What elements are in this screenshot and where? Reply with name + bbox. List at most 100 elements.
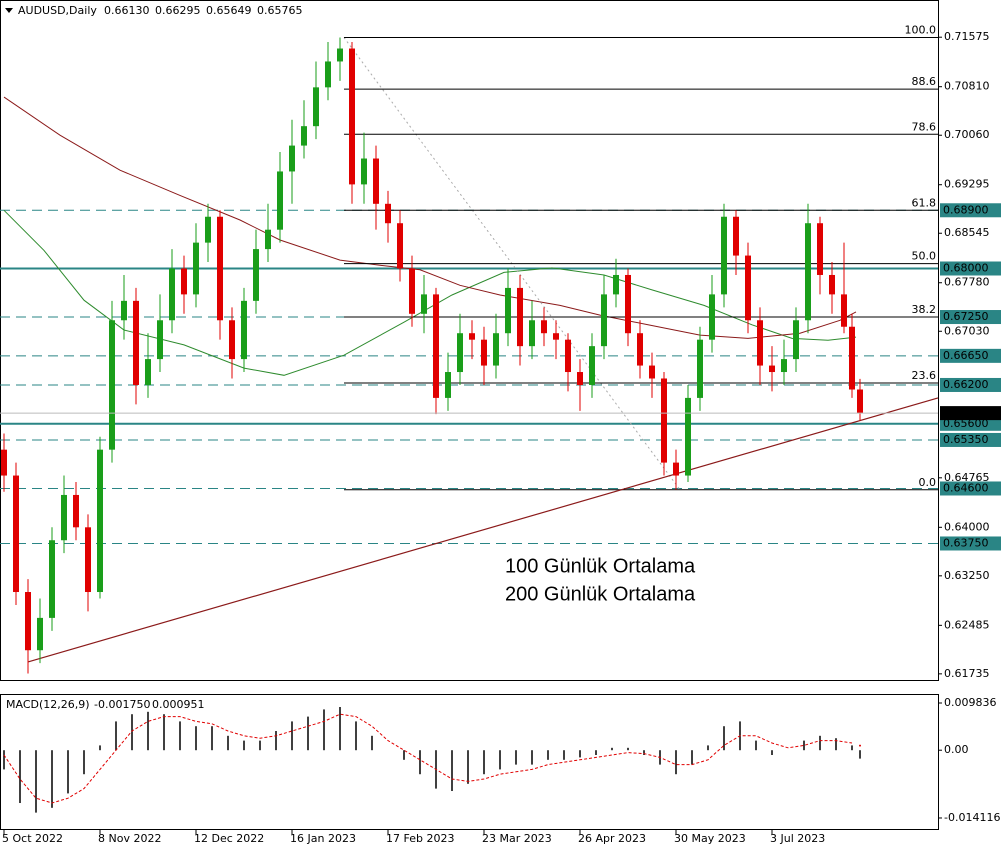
candle-body	[25, 592, 31, 651]
candle-body	[769, 365, 775, 373]
level-label: 0.65350	[943, 433, 989, 446]
candle-body	[397, 223, 403, 269]
ma-label: 100 Günlük Ortalama	[505, 555, 696, 577]
moving-average	[3, 96, 857, 339]
level-box	[940, 377, 1001, 392]
ma-label: 200 Günlük Ortalama	[505, 583, 696, 605]
candle-body	[433, 294, 439, 398]
candle-body	[241, 300, 247, 360]
candle-body	[97, 449, 103, 593]
y-tick-label: 0.63250	[944, 569, 990, 582]
y-tick-label: 0.69295	[944, 178, 990, 191]
price-box	[940, 406, 1001, 421]
x-tick-label: 12 Dec 2022	[194, 832, 264, 845]
macd-panel	[0, 694, 939, 830]
level-label: 0.66650	[943, 349, 989, 362]
candle-body	[181, 268, 187, 295]
candle-body	[109, 320, 115, 450]
fib-label: 100.0	[905, 24, 937, 37]
x-tick-label: 3 Jul 2023	[770, 832, 825, 845]
candle-body	[613, 274, 619, 295]
y-tick-label: 0.61735	[944, 667, 990, 680]
fib-label: 38.2	[912, 303, 937, 316]
fib-label: 23.6	[912, 369, 937, 382]
candle-body	[373, 158, 379, 204]
candle-body	[445, 372, 451, 398]
candle-body	[721, 216, 727, 295]
candle-body	[637, 333, 643, 366]
macd-title: MACD(12,26,9)	[6, 698, 90, 711]
trendline	[27, 397, 939, 663]
candle-body	[849, 326, 855, 390]
level-label: 0.66200	[943, 378, 989, 391]
macd-tick-label: 0.00	[944, 743, 969, 756]
moving-average	[3, 209, 857, 376]
candle-body	[277, 171, 283, 230]
candle-body	[553, 333, 559, 340]
macd-main: -0.001750	[94, 698, 150, 711]
candle-body	[733, 216, 739, 256]
macd-signal	[3, 713, 853, 804]
candle-body	[745, 255, 751, 321]
candle-body	[361, 158, 367, 185]
candle-body	[793, 320, 799, 360]
candle-body	[541, 320, 547, 334]
level-box	[940, 261, 1001, 276]
fib-label: 0.0	[919, 476, 937, 489]
y-tick-label: 0.70060	[944, 128, 990, 141]
ohlc-low: 0.65649	[206, 4, 252, 17]
candle-body	[1, 449, 7, 476]
candle-body	[829, 274, 835, 295]
x-tick-label: 26 Apr 2023	[578, 832, 646, 845]
level-label: 0.68000	[943, 262, 989, 275]
x-tick-label: 30 May 2023	[674, 832, 746, 845]
macd-tick-label: -0.014116	[944, 811, 1000, 824]
main-panel	[0, 0, 939, 681]
candle-body	[385, 203, 391, 224]
candle-body	[421, 294, 427, 314]
ohlc-high: 0.66295	[155, 4, 201, 17]
x-tick-label: 16 Jan 2023	[290, 832, 356, 845]
candle-body	[13, 475, 19, 593]
symbol: AUDUSD,Daily	[18, 4, 97, 17]
candle-body	[229, 320, 235, 360]
candle-body	[673, 462, 679, 476]
candle-body	[265, 229, 271, 250]
menu-arrow[interactable]	[5, 8, 13, 13]
level-label: 0.67250	[943, 310, 989, 323]
level-box	[940, 203, 1001, 218]
macd-signal: 0.000951	[152, 698, 205, 711]
candle-body	[337, 48, 343, 62]
candle-body	[469, 333, 475, 340]
candle-body	[157, 320, 163, 360]
fib-label: 50.0	[912, 250, 937, 263]
candle-body	[169, 268, 175, 321]
y-tick-label: 0.62485	[944, 618, 990, 631]
level-box	[940, 536, 1001, 551]
price-label: 0.65765	[943, 406, 989, 419]
y-tick-label: 0.64765	[944, 471, 990, 484]
ohlc-open: 0.66130	[104, 4, 150, 17]
x-tick-label: 8 Nov 2022	[98, 832, 161, 845]
macd-signal-last	[859, 744, 861, 747]
candle-body	[301, 126, 307, 146]
y-tick-label: 0.68545	[944, 226, 990, 239]
candle-body	[685, 397, 691, 476]
candle-body	[805, 223, 811, 321]
candle-body	[661, 378, 667, 463]
candle-body	[61, 494, 67, 541]
candle-body	[37, 617, 43, 651]
level-box	[940, 416, 1001, 431]
candle-body	[649, 365, 655, 379]
level-box	[940, 481, 1001, 496]
fib-label: 61.8	[912, 196, 937, 209]
candle-body	[529, 320, 535, 347]
candle-body	[505, 287, 511, 334]
candle-body	[349, 48, 355, 185]
candle-body	[325, 61, 331, 88]
x-tick-label: 5 Oct 2022	[2, 832, 63, 845]
candle-body	[145, 359, 151, 385]
candle-body	[493, 333, 499, 366]
y-tick-label: 0.71575	[944, 30, 990, 43]
candle-body	[577, 372, 583, 385]
